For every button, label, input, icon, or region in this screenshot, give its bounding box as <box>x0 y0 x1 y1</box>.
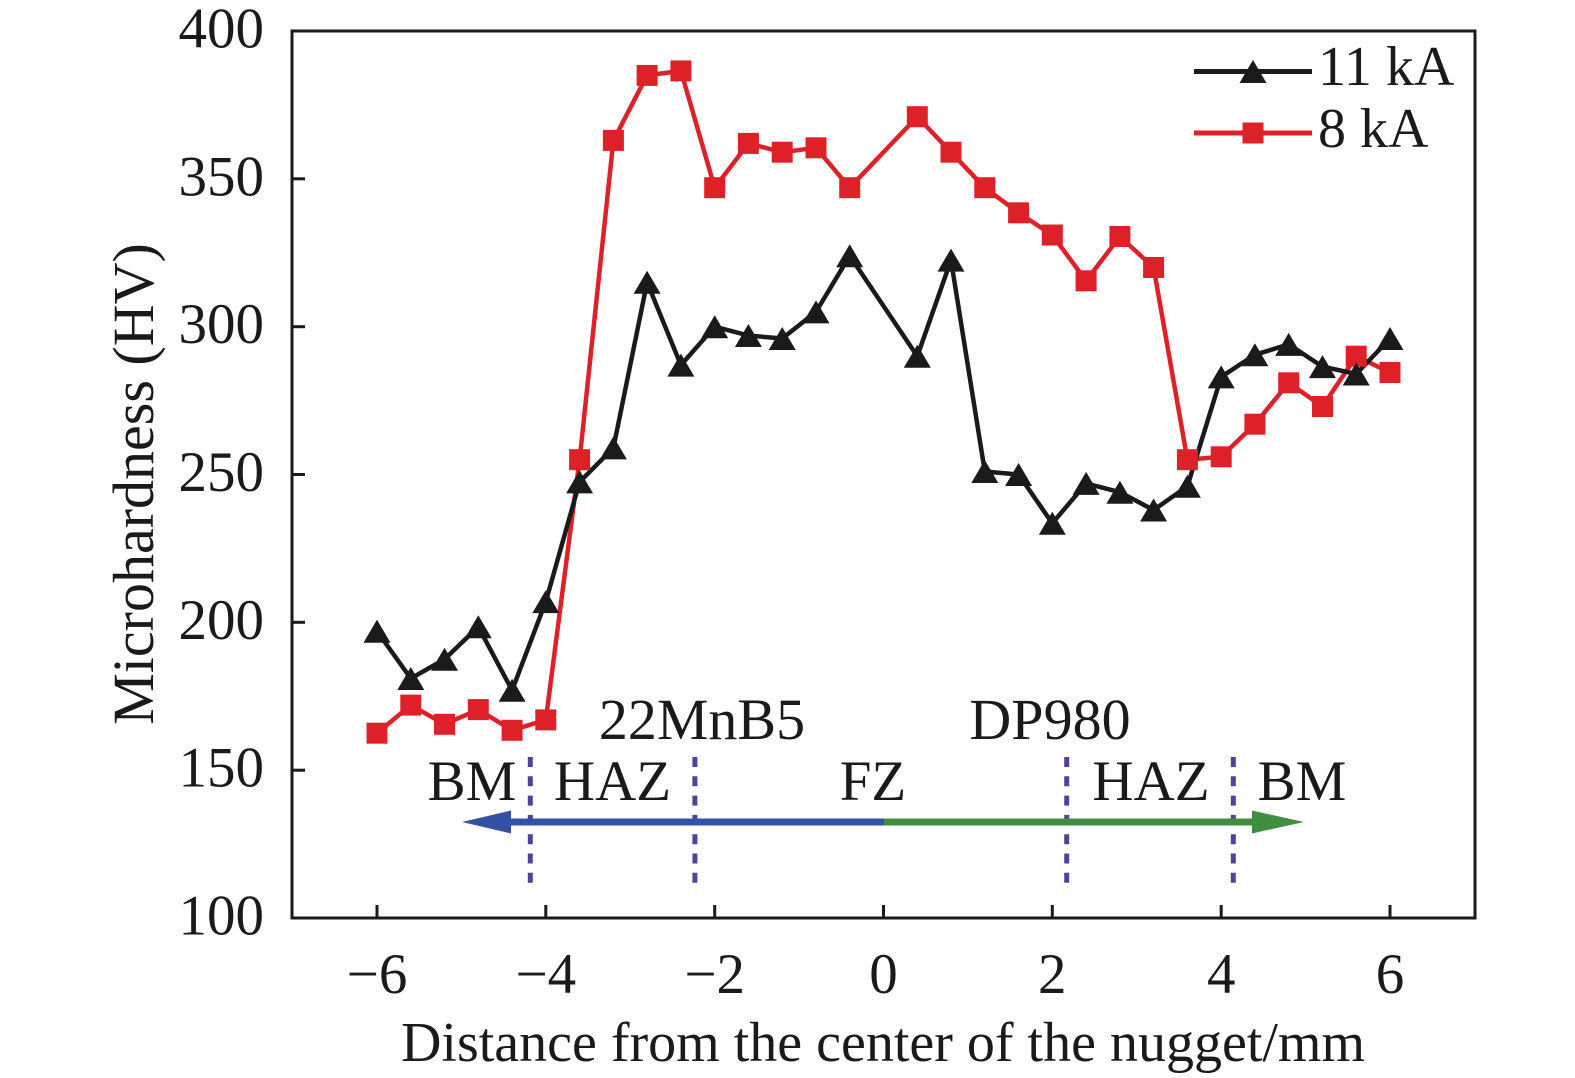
svg-text:2: 2 <box>1038 943 1067 1006</box>
svg-text:BM: BM <box>428 750 517 813</box>
svg-text:22MnB5: 22MnB5 <box>599 687 805 752</box>
svg-text:Distance from the center of th: Distance from the center of the nugget/m… <box>401 1012 1365 1074</box>
svg-text:−4: −4 <box>515 943 576 1006</box>
svg-text:250: 250 <box>179 441 265 504</box>
svg-text:HAZ: HAZ <box>1092 750 1209 813</box>
svg-text:HAZ: HAZ <box>554 750 671 813</box>
svg-text:−2: −2 <box>684 943 745 1006</box>
svg-text:400: 400 <box>179 0 265 61</box>
svg-text:4: 4 <box>1207 943 1236 1006</box>
svg-text:150: 150 <box>179 737 265 800</box>
svg-text:6: 6 <box>1376 943 1405 1006</box>
svg-text:−6: −6 <box>347 943 408 1006</box>
svg-text:DP980: DP980 <box>969 687 1130 752</box>
svg-text:200: 200 <box>179 589 265 652</box>
svg-text:350: 350 <box>179 145 265 208</box>
svg-text:BM: BM <box>1258 750 1347 813</box>
svg-text:Microhardness (HV): Microhardness (HV) <box>101 243 166 725</box>
svg-text:8 kA: 8 kA <box>1318 98 1429 160</box>
svg-text:300: 300 <box>179 293 265 356</box>
svg-text:11 kA: 11 kA <box>1318 36 1455 98</box>
svg-text:0: 0 <box>869 943 898 1006</box>
svg-text:FZ: FZ <box>840 750 907 813</box>
svg-text:100: 100 <box>179 885 265 948</box>
